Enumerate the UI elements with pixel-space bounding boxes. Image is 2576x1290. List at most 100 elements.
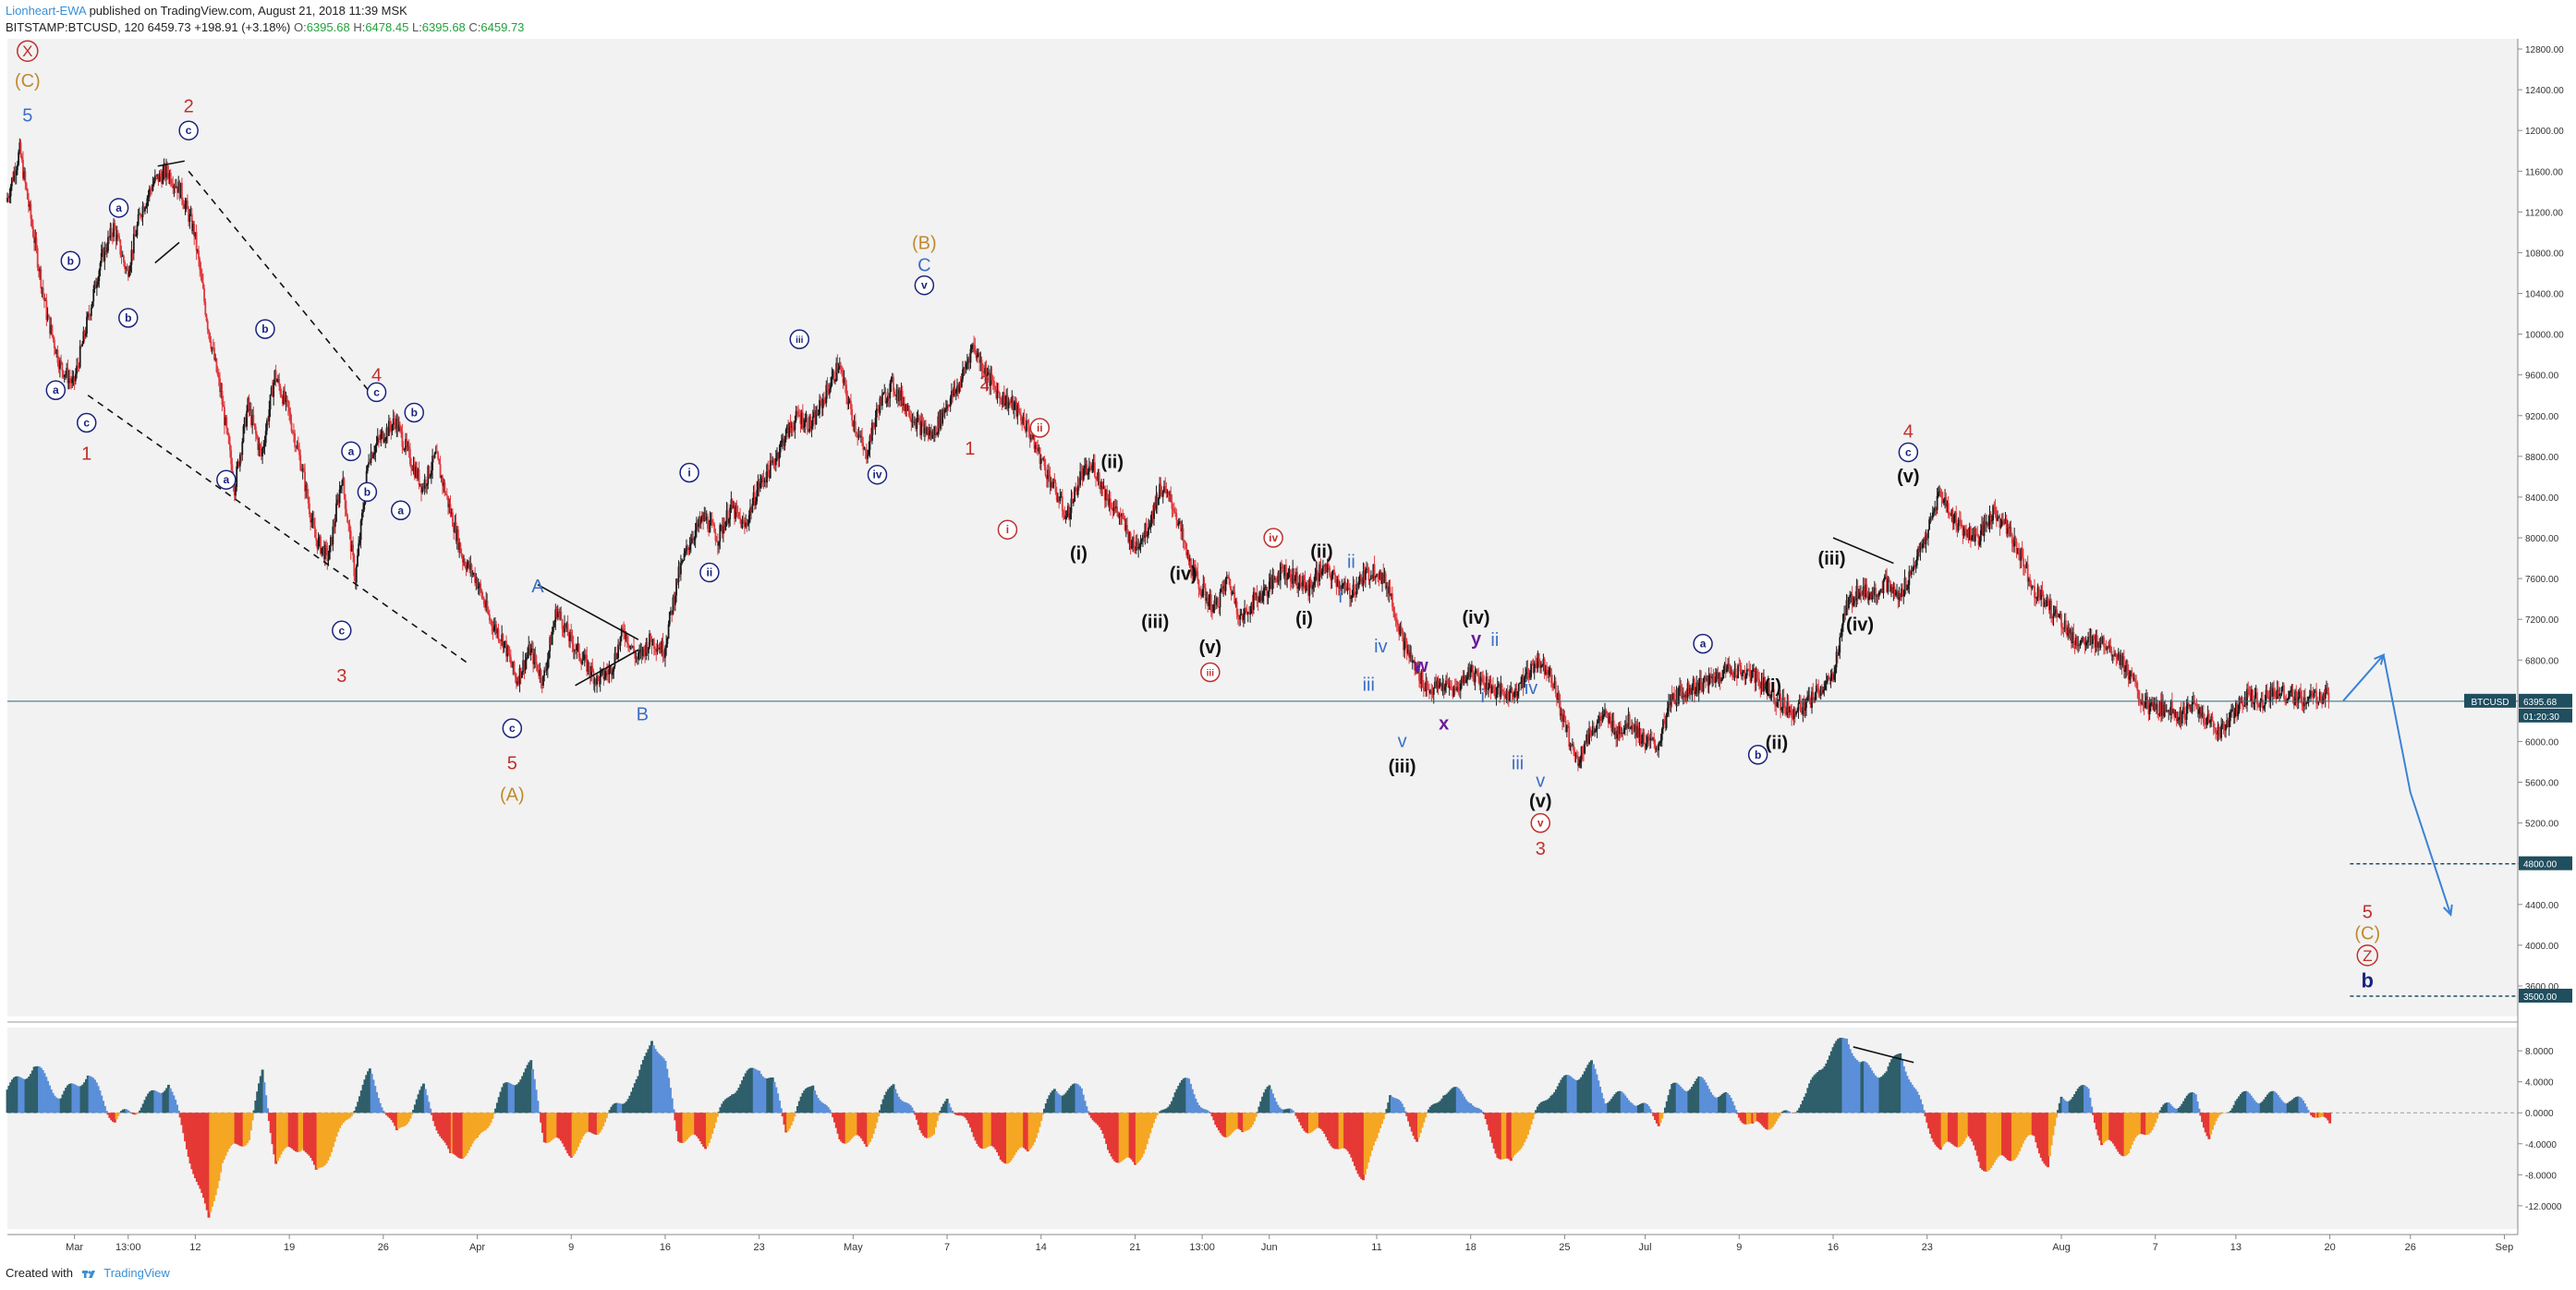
wave-label: (A)	[500, 785, 525, 806]
wave-label-circle[interactable]	[997, 519, 1018, 540]
osc-bar	[893, 1089, 897, 1114]
wave-label-circle[interactable]	[255, 319, 275, 339]
candle-body	[2099, 638, 2102, 648]
candle-body	[369, 461, 371, 464]
candle-body	[735, 505, 738, 513]
wave-label-circle[interactable]	[1200, 662, 1221, 683]
candle-body	[2284, 698, 2287, 701]
candle-body	[178, 181, 181, 199]
trendline[interactable]	[154, 241, 180, 264]
wave-label-circle[interactable]	[867, 464, 888, 485]
candle-body	[650, 640, 653, 646]
candle-body	[67, 368, 69, 383]
candle-body	[1780, 693, 1781, 711]
candle-body	[2327, 688, 2329, 693]
wave-label-circle[interactable]	[390, 500, 411, 521]
projection-arrow-down[interactable]	[2382, 654, 2452, 916]
candle-body	[532, 648, 534, 664]
candle-body	[1408, 650, 1411, 658]
trendline[interactable]	[575, 649, 639, 687]
candle-body	[953, 387, 955, 396]
candle-body	[1606, 712, 1609, 714]
candle-body	[447, 495, 449, 507]
projection-arrow-up[interactable]	[2342, 654, 2385, 702]
wave-label-circle[interactable]	[216, 469, 237, 490]
wave-label-circle[interactable]	[1029, 418, 1051, 438]
candle-body	[1063, 515, 1066, 519]
osc-bar	[737, 1088, 741, 1114]
candle-body	[873, 426, 876, 428]
wave-label-circle[interactable]	[404, 402, 424, 423]
candle-body	[508, 653, 511, 657]
candle-body	[12, 177, 14, 181]
wave-label-circle[interactable]	[178, 120, 199, 140]
wave-label-circle[interactable]	[341, 441, 361, 462]
candle-body	[1747, 668, 1749, 670]
wave-label-circle[interactable]	[1530, 812, 1551, 834]
wave-label-circle[interactable]	[1747, 745, 1768, 765]
wave-label-circle[interactable]	[366, 382, 387, 403]
wave-label-circle[interactable]	[76, 412, 97, 433]
candle-body	[1685, 694, 1688, 699]
osc-bar	[883, 1094, 887, 1114]
wave-label-circle[interactable]	[1898, 442, 1919, 463]
candle-body	[2296, 698, 2299, 703]
candle-body	[815, 409, 818, 425]
candle-body	[1261, 595, 1264, 602]
candle-body	[1813, 697, 1816, 700]
author-link[interactable]: Lionheart-EWA	[6, 4, 86, 18]
wave-label-circle[interactable]	[1263, 528, 1283, 548]
osc-bar	[531, 1069, 534, 1114]
osc-bar	[312, 1113, 316, 1165]
wave-label-circle[interactable]	[502, 718, 523, 738]
candle-body	[2220, 725, 2223, 738]
candle-body	[1021, 420, 1024, 424]
candle-body	[384, 439, 387, 442]
wave-label-circle[interactable]	[332, 620, 352, 641]
osc-bar	[516, 1084, 519, 1114]
candle-body	[1737, 664, 1739, 679]
candle-body	[1389, 587, 1391, 597]
candle-body	[766, 464, 769, 483]
candle-body	[1780, 708, 1783, 711]
wave-label-circle[interactable]	[679, 462, 699, 483]
wave-label-circle[interactable]	[2356, 944, 2379, 967]
trendline[interactable]	[157, 160, 185, 167]
trendline[interactable]	[537, 584, 639, 640]
candle-body	[1395, 618, 1398, 624]
candle-body	[2023, 566, 2025, 568]
wave-label: v	[1536, 771, 1545, 791]
trendline[interactable]	[188, 170, 378, 401]
trendline[interactable]	[87, 395, 471, 666]
candle-body	[1211, 612, 1213, 614]
x-tick-label: 23	[1922, 1242, 1933, 1253]
candle-body	[681, 560, 684, 564]
wave-label-circle[interactable]	[118, 308, 139, 328]
wave-label-circle[interactable]	[17, 40, 39, 62]
wave-label-circle[interactable]	[914, 274, 935, 296]
candle-body	[1778, 693, 1780, 700]
candle-body	[140, 216, 143, 218]
wave-label-circle[interactable]	[1693, 633, 1713, 654]
osc-bar	[256, 1091, 260, 1114]
wave-label-circle[interactable]	[699, 562, 720, 583]
candle-body	[502, 634, 504, 649]
candle-body	[1098, 472, 1100, 484]
candle-body	[1530, 663, 1532, 677]
wave-label-circle[interactable]	[108, 198, 129, 218]
candle-body	[2040, 590, 2043, 600]
candle-body	[464, 561, 467, 566]
wave-label: ii	[1347, 552, 1355, 572]
trendline[interactable]	[1832, 537, 1894, 565]
candle-body	[530, 648, 533, 650]
wave-label-circle[interactable]	[789, 329, 809, 349]
wave-label-circle[interactable]	[357, 481, 378, 503]
candle-body	[61, 362, 64, 371]
price-pane[interactable]	[7, 39, 2518, 1016]
y-tick-label: 5600.00	[2525, 779, 2559, 789]
osc-bar	[647, 1049, 650, 1114]
wave-label-circle[interactable]	[60, 250, 81, 272]
wave-label-circle[interactable]	[45, 380, 67, 400]
candle-body	[1156, 494, 1159, 505]
